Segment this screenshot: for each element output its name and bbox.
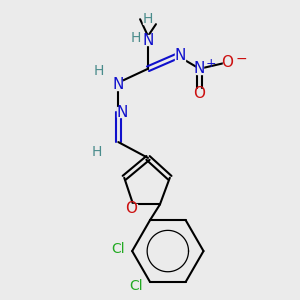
Bar xyxy=(117,107,127,117)
Text: H: H xyxy=(131,31,141,45)
Bar xyxy=(175,51,185,61)
Text: Cl: Cl xyxy=(129,279,143,293)
Bar xyxy=(143,14,153,24)
Bar xyxy=(110,244,127,254)
Text: N: N xyxy=(142,32,154,47)
Bar xyxy=(94,66,103,76)
Text: Cl: Cl xyxy=(112,242,125,256)
Text: −: − xyxy=(235,52,247,66)
Bar xyxy=(144,35,152,45)
Bar xyxy=(196,88,203,98)
Bar xyxy=(114,80,122,90)
Bar xyxy=(125,203,137,213)
Bar xyxy=(223,58,235,68)
Bar xyxy=(92,147,101,157)
Bar xyxy=(127,281,145,291)
Text: H: H xyxy=(143,12,153,26)
Text: N: N xyxy=(112,77,124,92)
Text: O: O xyxy=(194,86,206,101)
Bar xyxy=(196,64,203,74)
Text: O: O xyxy=(125,201,137,216)
Text: O: O xyxy=(221,55,233,70)
Bar xyxy=(131,33,141,43)
Text: N: N xyxy=(174,48,185,63)
Text: N: N xyxy=(194,61,205,76)
Text: +: + xyxy=(206,57,217,70)
Text: H: H xyxy=(93,64,104,78)
Text: N: N xyxy=(117,105,128,120)
Text: H: H xyxy=(91,145,102,159)
